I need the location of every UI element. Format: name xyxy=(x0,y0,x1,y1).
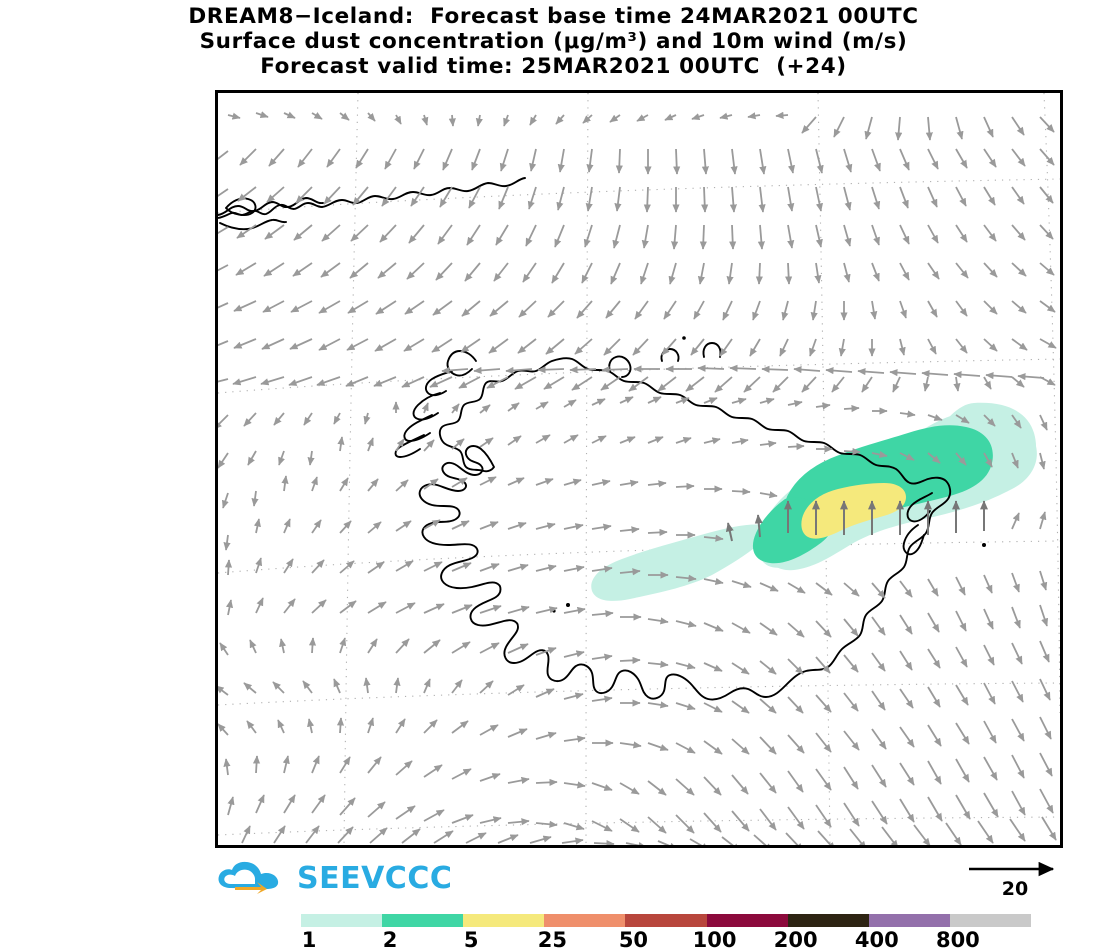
footer-row: SEEVCCC 20 xyxy=(215,858,1063,902)
colorbar-band-25 xyxy=(544,914,626,927)
wind-scale-value: 20 xyxy=(1001,878,1029,900)
colorbar-label-200: 200 xyxy=(773,928,818,952)
island-dot-1 xyxy=(682,336,686,340)
coastline-north-bay1 xyxy=(608,355,632,378)
cloud-icon xyxy=(218,861,279,894)
colorbar-band-5 xyxy=(463,914,545,927)
coastline-greenland-bay xyxy=(225,197,257,216)
colorbar-label-800: 800 xyxy=(935,928,980,952)
island-dot-3 xyxy=(982,543,986,547)
map-plot-frame xyxy=(215,90,1063,848)
coastline-east-fjords xyxy=(906,492,933,523)
wind-vectors-in-plume xyxy=(725,500,988,542)
coastline-north-bay2 xyxy=(660,348,680,362)
wind-scale-arrow-icon xyxy=(969,861,1055,877)
dust-contour-level-1-tail xyxy=(591,524,770,601)
dust-plume-core xyxy=(801,483,906,539)
colorbar-band-1 xyxy=(301,914,383,927)
colorbar-label-50: 50 xyxy=(618,928,649,952)
colorbar-label-25: 25 xyxy=(537,928,567,952)
wind-scale-reference: 20 xyxy=(967,860,1063,900)
coastline-greenland-lobe xyxy=(219,218,287,231)
colorbar-band-2 xyxy=(382,914,464,927)
island-dot-2 xyxy=(566,603,570,607)
colorbar-band-800 xyxy=(949,914,1031,927)
colorbar-label-2: 2 xyxy=(382,928,398,952)
wind-vectors xyxy=(218,111,1057,509)
dust-contour-level-5 xyxy=(801,483,906,539)
colorbar-tick-labels: 1 2 5 25 50 100 200 400 800 xyxy=(301,928,1031,952)
coastline-westfjords-fjord3 xyxy=(403,414,433,442)
colorbar-band-200 xyxy=(787,914,869,927)
colorbar-label-1: 1 xyxy=(301,928,317,952)
coastline-iceland xyxy=(418,357,952,701)
colorbar-label-100: 100 xyxy=(692,928,737,952)
title-line-2: Surface dust concentration (μg/m³) and 1… xyxy=(199,29,908,54)
coastline-east-fjords2 xyxy=(902,524,925,556)
colorbar-band-400 xyxy=(868,914,950,927)
title-block: DREAM8−Iceland: Forecast base time 24MAR… xyxy=(0,4,1107,79)
seevccc-logo[interactable]: SEEVCCC xyxy=(215,858,452,898)
seevccc-label: SEEVCCC xyxy=(297,860,453,896)
coastline-westfjords-fjord4 xyxy=(394,434,425,458)
coastline-greenland xyxy=(218,177,526,219)
colorbar-label-400: 400 xyxy=(854,928,899,952)
map-canvas[interactable] xyxy=(218,93,1060,845)
colorbar: 1 2 5 25 50 100 200 400 800 xyxy=(301,914,1031,952)
colorbar-label-5: 5 xyxy=(463,928,479,952)
title-line-3: Forecast valid time: 25MAR2021 00UTC (+2… xyxy=(260,54,847,79)
map-svg xyxy=(218,93,1060,845)
title-line-1: DREAM8−Iceland: Forecast base time 24MAR… xyxy=(188,4,919,29)
wind-vectors-lower xyxy=(218,511,1057,845)
coastline-westfjords-fjord2 xyxy=(412,392,441,421)
colorbar-band-100 xyxy=(706,914,788,927)
colorbar-band-50 xyxy=(625,914,707,927)
colorbar-bands xyxy=(301,914,1031,927)
